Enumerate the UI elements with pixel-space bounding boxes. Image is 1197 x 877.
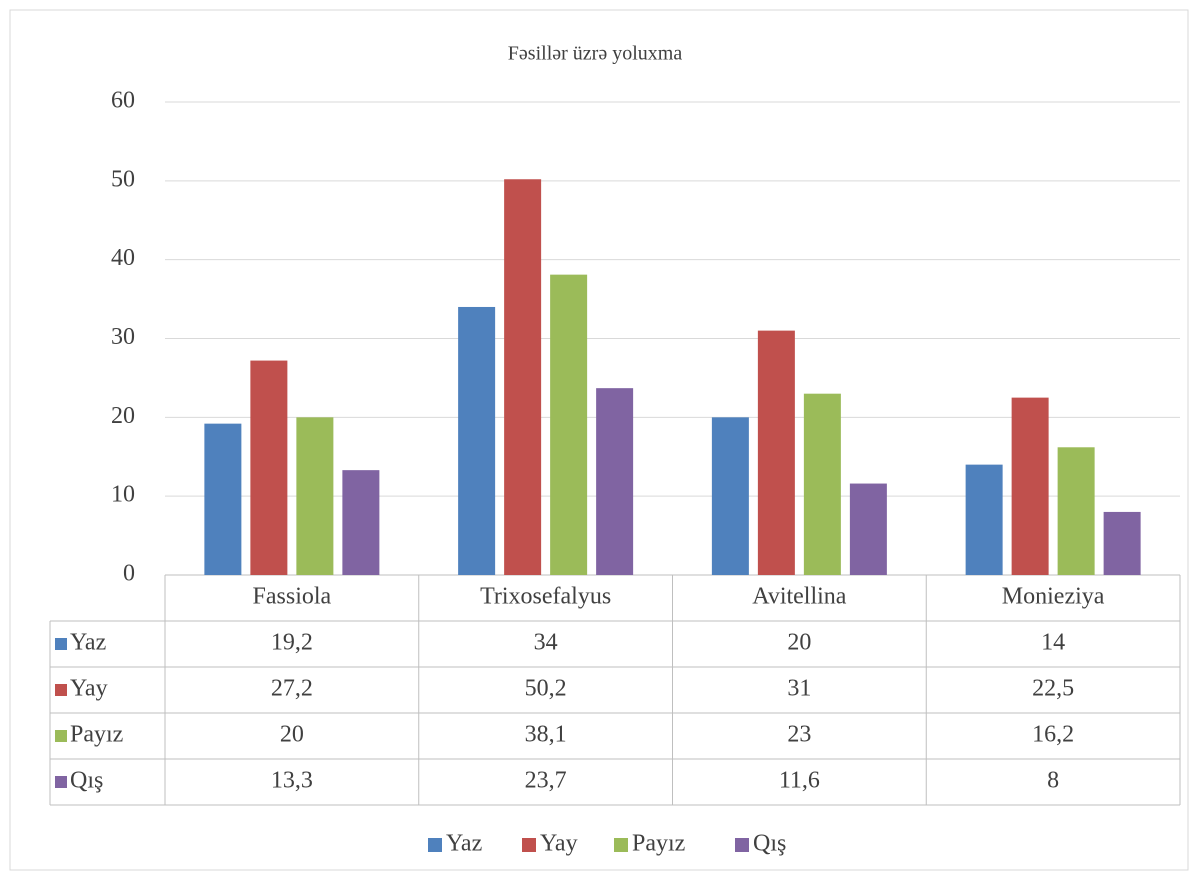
y-tick-label: 40 xyxy=(111,245,135,271)
bar xyxy=(757,330,795,575)
bar xyxy=(342,470,380,575)
legend-key xyxy=(614,838,628,852)
bar xyxy=(504,179,542,576)
y-tick-label: 30 xyxy=(111,324,135,350)
legend-label: Payız xyxy=(632,831,685,857)
legend-label: Qış xyxy=(753,831,786,857)
table-value: 50,2 xyxy=(525,676,567,702)
bar xyxy=(550,274,588,575)
table-value: 23,7 xyxy=(525,768,567,794)
table-value: 34 xyxy=(534,630,558,656)
table-value: 31 xyxy=(787,676,811,702)
bar xyxy=(458,306,496,575)
bar xyxy=(296,417,334,575)
table-value: 14 xyxy=(1041,630,1065,656)
y-tick-label: 50 xyxy=(111,166,135,192)
x-tick-label: Trixosefalyus xyxy=(480,584,611,610)
bar xyxy=(1103,511,1141,575)
y-tick-label: 20 xyxy=(111,403,135,429)
y-tick-label: 0 xyxy=(123,561,135,587)
bar xyxy=(596,388,634,575)
table-value: 38,1 xyxy=(525,722,567,748)
y-tick-label: 10 xyxy=(111,482,135,508)
table-value: 13,3 xyxy=(271,768,313,794)
table-value: 20 xyxy=(787,630,811,656)
table-value: 22,5 xyxy=(1032,676,1074,702)
bar xyxy=(1011,397,1049,575)
bar xyxy=(250,360,288,575)
table-legend-key xyxy=(55,776,67,788)
table-series-name: Payız xyxy=(70,722,123,748)
bar xyxy=(1057,447,1095,575)
table-value: 27,2 xyxy=(271,676,313,702)
table-value: 8 xyxy=(1047,768,1059,794)
table-value: 19,2 xyxy=(271,630,313,656)
x-tick-label: Monieziya xyxy=(1002,584,1105,610)
table-legend-key xyxy=(55,684,67,696)
table-legend-key xyxy=(55,730,67,742)
x-tick-label: Fassiola xyxy=(253,584,332,610)
x-tick-label: Avitellina xyxy=(752,584,847,610)
legend-label: Yay xyxy=(540,831,578,857)
bar xyxy=(965,464,1003,575)
bar xyxy=(204,423,242,575)
legend-label: Yaz xyxy=(446,831,482,857)
y-tick-label: 60 xyxy=(111,88,135,114)
table-legend-key xyxy=(55,638,67,650)
table-series-name: Yay xyxy=(70,676,108,702)
legend-key xyxy=(428,838,442,852)
table-series-name: Yaz xyxy=(70,630,106,656)
chart-title: Fəsillər üzrə yoluxma xyxy=(508,43,683,65)
table-series-name: Qış xyxy=(70,768,103,794)
table-value: 16,2 xyxy=(1032,722,1074,748)
bar xyxy=(711,417,749,575)
table-value: 20 xyxy=(280,722,304,748)
bar xyxy=(849,483,887,575)
table-value: 11,6 xyxy=(779,768,820,794)
bar xyxy=(803,393,841,575)
table-value: 23 xyxy=(787,722,811,748)
legend-key xyxy=(735,838,749,852)
legend-key xyxy=(522,838,536,852)
